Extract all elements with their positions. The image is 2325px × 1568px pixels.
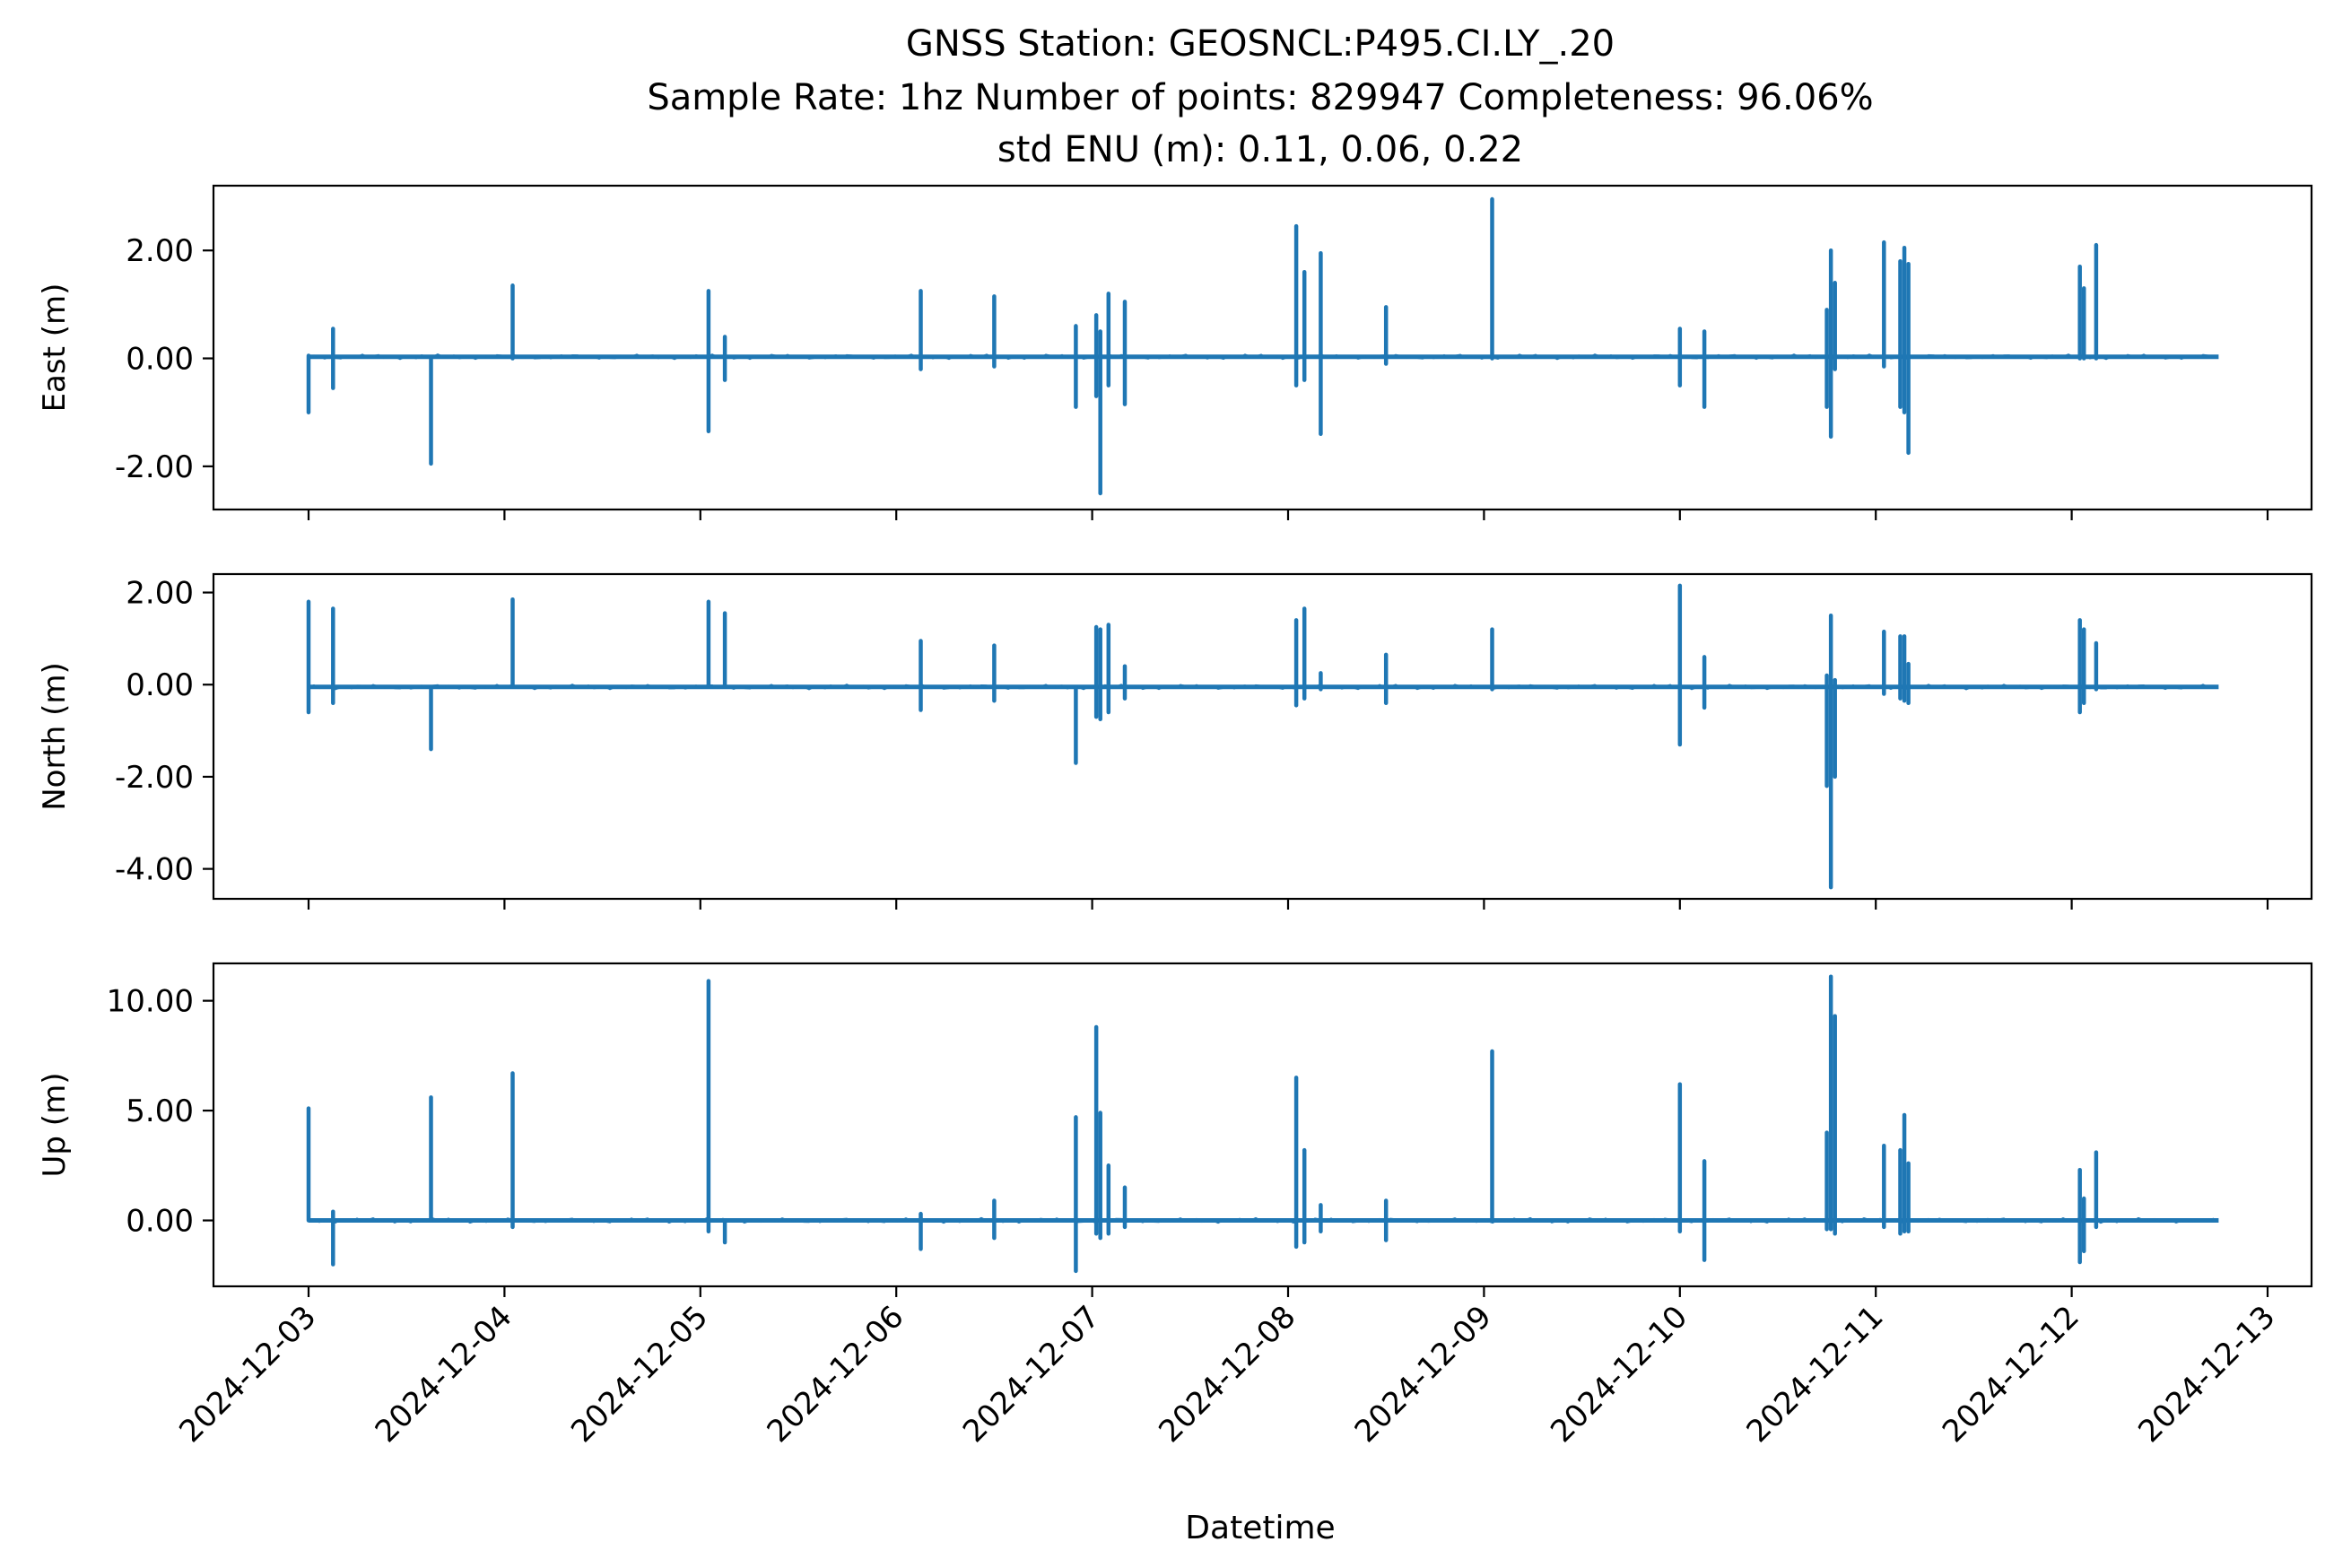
north-ytick-label-2: 0.00 xyxy=(126,667,194,703)
up-axes-frame xyxy=(212,962,2313,1288)
north-y-axis-label: North (m) xyxy=(37,662,73,811)
chart-title-line-2: Sample Rate: 1hz Number of points: 82994… xyxy=(647,77,1873,118)
north-ytick-label-0: -4.00 xyxy=(115,852,194,888)
north-panel: -4.00 -2.00 0.00 2.00 North (m) xyxy=(37,572,2313,910)
up-ytick-label-0: 0.00 xyxy=(126,1204,194,1240)
x-axis-label: Datetime xyxy=(1185,1510,1335,1546)
east-ytick-label-0: -2.00 xyxy=(115,449,194,485)
chart-title-line-1: GNSS Station: GEOSNCL:P495.CI.LY_.20 xyxy=(906,23,1615,65)
east-y-axis-label: East (m) xyxy=(37,283,73,413)
east-axes-frame xyxy=(212,184,2313,511)
north-series-noise xyxy=(308,684,2215,691)
up-ytick-label-1: 5.00 xyxy=(126,1093,194,1129)
chart-title-line-3: std ENU (m): 0.11, 0.06, 0.22 xyxy=(997,129,1523,170)
north-ytick-label-3: 2.00 xyxy=(126,576,194,612)
east-series-noise xyxy=(308,353,2215,361)
north-axes-frame xyxy=(212,572,2313,901)
east-panel: -2.00 0.00 2.00 East (m) xyxy=(37,184,2313,520)
east-ytick-label-1: 0.00 xyxy=(126,342,194,378)
east-ytick-label-2: 2.00 xyxy=(126,233,194,269)
up-y-axis-label: Up (m) xyxy=(37,1073,73,1178)
up-series-noise xyxy=(308,1216,2215,1224)
north-ytick-label-1: -2.00 xyxy=(115,760,194,796)
up-ytick-label-2: 10.00 xyxy=(107,984,194,1020)
